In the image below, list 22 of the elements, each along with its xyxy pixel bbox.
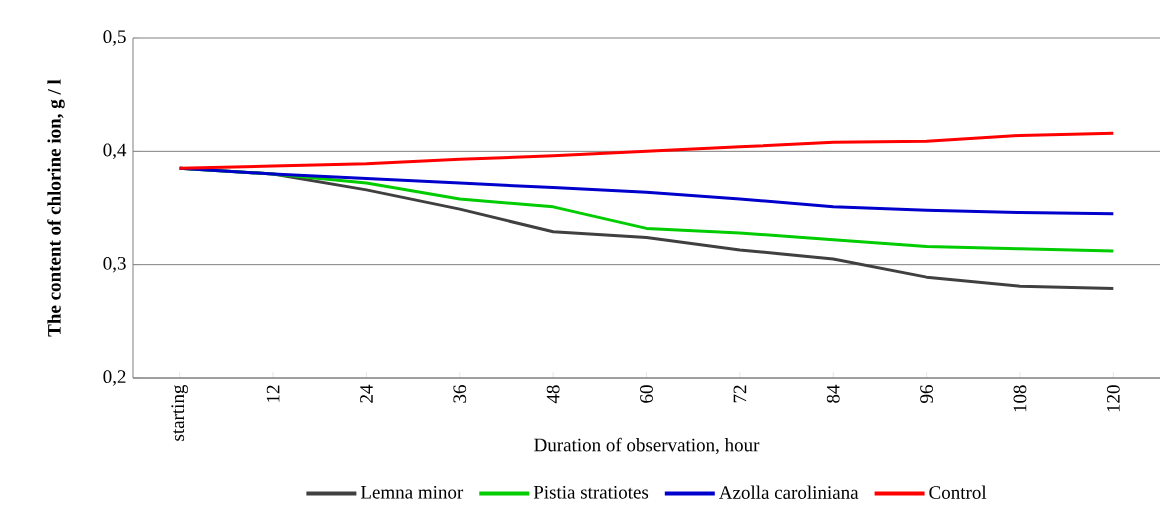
x-tick-label: 108	[1013, 385, 1027, 412]
x-tick-label: 12	[266, 385, 280, 402]
x-tick-label: starting	[171, 384, 189, 441]
y-tick-label: 0,3	[103, 256, 126, 273]
legend-label: Azolla caroliniana	[718, 485, 859, 499]
x-tick-label: 72	[733, 385, 747, 403]
y-tick-label: 0,4	[103, 143, 127, 160]
y-axis-title: The content of chlorine ion, g / l	[47, 79, 65, 337]
legend-label: Lemna minor	[360, 485, 464, 499]
x-tick-label: 36	[453, 385, 467, 403]
x-tick-label: 84	[826, 384, 840, 403]
x-axis-title: Duration of observation, hour	[534, 437, 760, 455]
x-tick-label: 24	[360, 384, 373, 403]
y-tick-label: 0,2	[103, 370, 126, 386]
legend-label: Control	[929, 485, 987, 499]
x-tick-label: 48	[546, 385, 560, 404]
x-tick-label: 120	[1106, 385, 1120, 412]
x-tick-label: 96	[920, 385, 933, 403]
legend-label: Pistia stratiotes	[533, 485, 649, 499]
y-tick-label: 0,5	[103, 30, 126, 46]
line-series	[178, 131, 1115, 170]
x-tick-label: 60	[640, 385, 653, 403]
